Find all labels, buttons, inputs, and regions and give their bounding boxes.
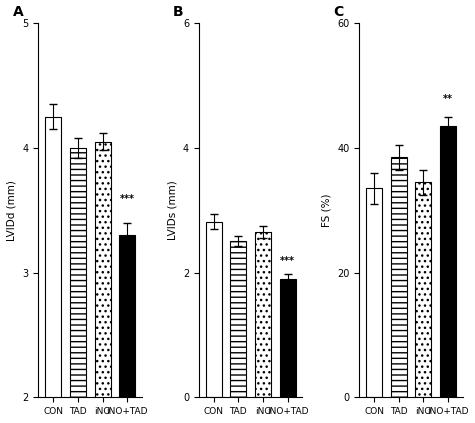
Bar (119, 235, 135, 423)
Bar (206, 222, 222, 397)
Text: **: ** (443, 94, 453, 104)
Bar (415, 182, 431, 397)
Bar (440, 126, 456, 397)
Bar (230, 242, 247, 397)
Bar (70, 148, 86, 423)
Text: B: B (173, 5, 183, 19)
Text: ***: *** (120, 194, 135, 204)
Bar (280, 279, 295, 397)
Bar (45, 117, 61, 423)
Y-axis label: LVIDd (mm): LVIDd (mm) (7, 180, 17, 241)
Text: C: C (333, 5, 343, 19)
Text: A: A (12, 5, 23, 19)
Text: ***: *** (280, 256, 295, 266)
Y-axis label: FS (%): FS (%) (322, 194, 332, 227)
Bar (366, 189, 382, 397)
Bar (95, 142, 111, 423)
Bar (390, 157, 407, 397)
Bar (255, 232, 271, 397)
Y-axis label: LVIDs (mm): LVIDs (mm) (167, 180, 177, 240)
